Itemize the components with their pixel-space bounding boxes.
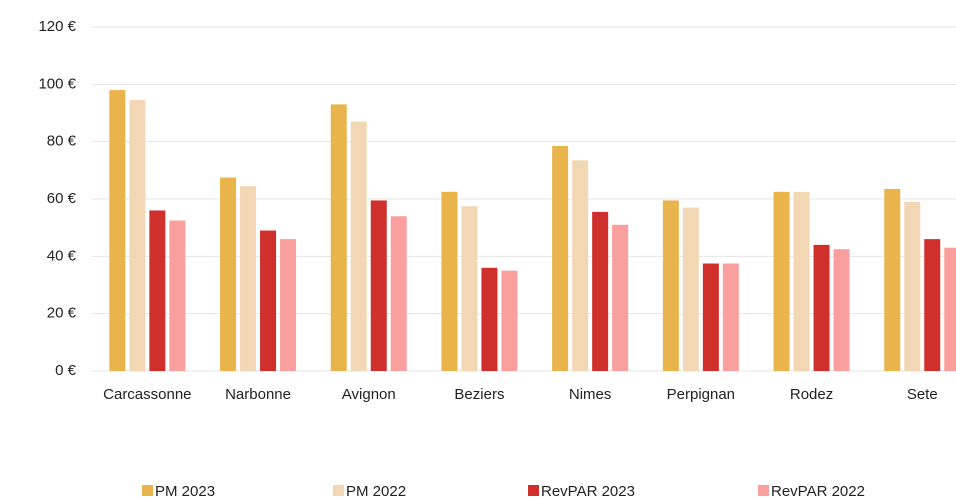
bar [169, 220, 186, 371]
bar [481, 267, 498, 371]
bar [461, 206, 478, 371]
bar [884, 188, 901, 371]
legend-label: RevPAR 2023 [541, 483, 635, 500]
y-tick-label: 0 € [55, 362, 77, 379]
legend-swatch [758, 485, 769, 496]
bar [350, 121, 367, 371]
x-tick-label: Avignon [342, 386, 396, 403]
legend-swatch [528, 485, 539, 496]
x-tick-label: Narbonne [225, 386, 291, 403]
bar [220, 177, 237, 371]
y-tick-label: 100 € [38, 75, 76, 92]
bar [109, 90, 126, 372]
y-tick-label: 40 € [47, 247, 77, 264]
y-tick-label: 20 € [47, 305, 77, 322]
bar [129, 100, 146, 371]
bar [330, 104, 347, 372]
bar [773, 191, 790, 371]
y-tick-label: 60 € [47, 190, 77, 207]
bar [390, 216, 407, 371]
x-tick-label: Rodez [790, 386, 833, 403]
bar [833, 249, 850, 371]
x-tick-label: Perpignan [667, 386, 735, 403]
bar [149, 210, 166, 371]
y-tick-label: 80 € [47, 133, 77, 150]
bar [702, 263, 719, 371]
bar [370, 200, 387, 371]
x-tick-label: Sete [907, 386, 938, 403]
bar [612, 224, 629, 371]
x-tick-label: Beziers [454, 386, 504, 403]
legend-label: PM 2023 [155, 483, 215, 500]
bar [572, 160, 589, 371]
bar [552, 145, 569, 371]
bar [592, 211, 609, 371]
legend-swatch [333, 485, 344, 496]
bar [944, 247, 956, 371]
x-tick-label: Nimes [569, 386, 612, 403]
bar [924, 239, 941, 371]
bar [501, 270, 518, 371]
bar [662, 200, 679, 371]
y-tick-label: 120 € [38, 18, 76, 35]
bar [904, 201, 921, 371]
legend-label: PM 2022 [346, 483, 406, 500]
bar [682, 207, 699, 371]
bar [260, 230, 277, 371]
bar [441, 191, 458, 371]
bar [722, 263, 739, 371]
bar [813, 244, 830, 371]
x-tick-label: Carcassonne [103, 386, 191, 403]
legend-label: RevPAR 2022 [771, 483, 865, 500]
legend-swatch [142, 485, 153, 496]
bar [280, 239, 297, 371]
bar [240, 186, 257, 371]
bar [793, 191, 810, 371]
